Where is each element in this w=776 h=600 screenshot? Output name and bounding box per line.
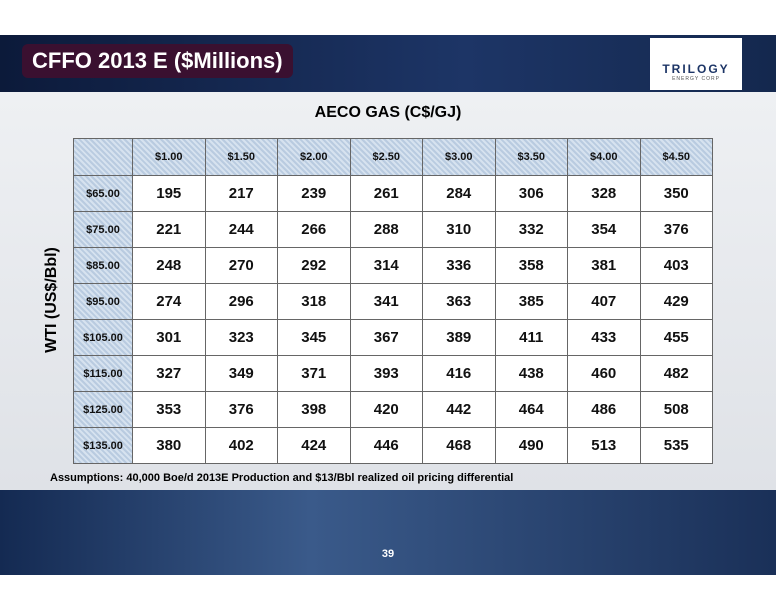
column-title: AECO GAS (C$/GJ) bbox=[314, 104, 462, 121]
cell: 376 bbox=[639, 211, 713, 248]
cell: 433 bbox=[567, 319, 641, 356]
cell: 345 bbox=[277, 319, 351, 356]
cell: 341 bbox=[349, 283, 423, 320]
cell: 274 bbox=[132, 283, 206, 320]
column-header: $2.00 bbox=[277, 138, 351, 176]
cell: 402 bbox=[204, 427, 278, 464]
cell: 468 bbox=[422, 427, 496, 464]
cell: 420 bbox=[349, 391, 423, 428]
cell: 353 bbox=[132, 391, 206, 428]
cell: 292 bbox=[277, 247, 351, 284]
cell: 367 bbox=[349, 319, 423, 356]
cell: 354 bbox=[567, 211, 641, 248]
logo: TRILOGY ENERGY CORP bbox=[650, 38, 742, 90]
row-header: $75.00 bbox=[73, 211, 133, 248]
cell: 376 bbox=[204, 391, 278, 428]
cell: 221 bbox=[132, 211, 206, 248]
cell: 380 bbox=[132, 427, 206, 464]
cell: 442 bbox=[422, 391, 496, 428]
cell: 349 bbox=[204, 355, 278, 392]
title: CFFO 2013 E ($Millions) bbox=[22, 44, 293, 78]
cell: 535 bbox=[639, 427, 713, 464]
cell: 332 bbox=[494, 211, 568, 248]
cell: 389 bbox=[422, 319, 496, 356]
cell: 385 bbox=[494, 283, 568, 320]
cell: 393 bbox=[349, 355, 423, 392]
cell: 363 bbox=[422, 283, 496, 320]
cell: 306 bbox=[494, 175, 568, 212]
row-header: $125.00 bbox=[73, 391, 133, 428]
cell: 486 bbox=[567, 391, 641, 428]
cell: 284 bbox=[422, 175, 496, 212]
column-header: $3.50 bbox=[494, 138, 568, 176]
cell: 407 bbox=[567, 283, 641, 320]
cell: 513 bbox=[567, 427, 641, 464]
cell: 318 bbox=[277, 283, 351, 320]
row-header: $65.00 bbox=[73, 175, 133, 212]
corner-cell bbox=[73, 138, 133, 176]
cell: 381 bbox=[567, 247, 641, 284]
cell: 460 bbox=[567, 355, 641, 392]
cell: 270 bbox=[204, 247, 278, 284]
footer-band bbox=[0, 490, 776, 575]
cell: 429 bbox=[639, 283, 713, 320]
cell: 296 bbox=[204, 283, 278, 320]
cell: 323 bbox=[204, 319, 278, 356]
cell: 398 bbox=[277, 391, 351, 428]
cell: 248 bbox=[132, 247, 206, 284]
cell: 424 bbox=[277, 427, 351, 464]
cell: 490 bbox=[494, 427, 568, 464]
cell: 261 bbox=[349, 175, 423, 212]
cell: 195 bbox=[132, 175, 206, 212]
cell: 464 bbox=[494, 391, 568, 428]
row-header: $115.00 bbox=[73, 355, 133, 392]
cell: 336 bbox=[422, 247, 496, 284]
column-header: $3.00 bbox=[422, 138, 496, 176]
row-header: $85.00 bbox=[73, 247, 133, 284]
column-header: $4.50 bbox=[639, 138, 713, 176]
column-header: $4.00 bbox=[567, 138, 641, 176]
row-header: $95.00 bbox=[73, 283, 133, 320]
column-header: $2.50 bbox=[349, 138, 423, 176]
cell: 266 bbox=[277, 211, 351, 248]
cell: 416 bbox=[422, 355, 496, 392]
row-title: WTI (US$/Bbl) bbox=[43, 247, 60, 353]
cell: 244 bbox=[204, 211, 278, 248]
cell: 411 bbox=[494, 319, 568, 356]
cell: 239 bbox=[277, 175, 351, 212]
cell: 217 bbox=[204, 175, 278, 212]
cell: 327 bbox=[132, 355, 206, 392]
cell: 328 bbox=[567, 175, 641, 212]
cell: 403 bbox=[639, 247, 713, 284]
row-header: $135.00 bbox=[73, 427, 133, 464]
row-header: $105.00 bbox=[73, 319, 133, 356]
cell: 482 bbox=[639, 355, 713, 392]
cell: 358 bbox=[494, 247, 568, 284]
cell: 508 bbox=[639, 391, 713, 428]
cell: 455 bbox=[639, 319, 713, 356]
cell: 314 bbox=[349, 247, 423, 284]
logo-subtitle: ENERGY CORP bbox=[672, 76, 720, 82]
cell: 438 bbox=[494, 355, 568, 392]
cell: 371 bbox=[277, 355, 351, 392]
cell: 446 bbox=[349, 427, 423, 464]
cell: 288 bbox=[349, 211, 423, 248]
footnote: Assumptions: 40,000 Boe/d 2013E Producti… bbox=[50, 472, 514, 484]
cell: 350 bbox=[639, 175, 713, 212]
cell: 301 bbox=[132, 319, 206, 356]
column-header: $1.50 bbox=[204, 138, 278, 176]
page-number: 39 bbox=[381, 548, 395, 560]
column-header: $1.00 bbox=[132, 138, 206, 176]
cell: 310 bbox=[422, 211, 496, 248]
logo-name: TRILOGY bbox=[662, 62, 730, 76]
